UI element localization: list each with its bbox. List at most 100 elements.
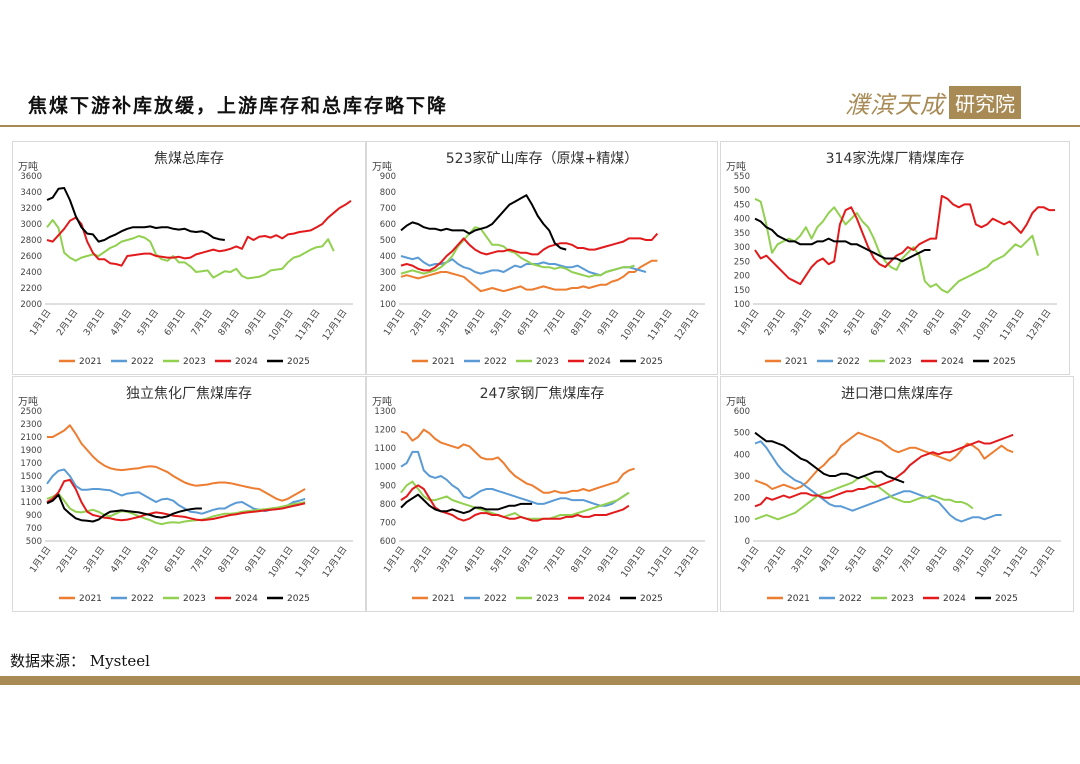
y-tick-label: 2200 [20, 284, 42, 294]
series-line-2024 [754, 194, 1055, 286]
x-tick-label: 12月1日 [1024, 307, 1053, 342]
series-line-2024 [754, 433, 1014, 508]
series-line-2021 [47, 424, 306, 502]
x-tick-label: 1月1日 [736, 544, 762, 574]
chart-title: 独立焦化厂焦煤库存 [126, 386, 252, 402]
x-tick-label: 9月1日 [951, 544, 977, 574]
y-tick-label: 350 [734, 229, 750, 239]
chart-title: 247家钢厂焦煤库存 [480, 385, 605, 402]
y-tick-label: 500 [380, 236, 396, 246]
y-tick-label: 2500 [20, 407, 42, 417]
x-tick-label: 5月1日 [843, 544, 869, 574]
logo-script-text: 濮滨天成 [845, 90, 945, 119]
y-tick-label: 2100 [20, 433, 42, 443]
x-tick-label: 7月1日 [542, 307, 568, 337]
y-tick-label: 600 [380, 220, 396, 230]
x-tick-label: 8月1日 [924, 544, 950, 574]
x-tick-label: 4月1日 [815, 307, 841, 337]
x-tick-label: 9月1日 [595, 544, 621, 574]
legend-label-2025: 2025 [640, 594, 663, 604]
y-tick-label: 1900 [20, 446, 42, 456]
y-tick-label: 1200 [374, 426, 396, 436]
series-line-2025 [754, 217, 931, 263]
x-tick-label: 1月1日 [382, 544, 408, 574]
chart-panel: 523家矿山库存（原煤+精煤） 万吨 100 200 300 400 500 600 700 80… [366, 141, 718, 375]
y-tick-label: 200 [734, 272, 750, 282]
series-line-2024 [46, 478, 306, 522]
y-unit-label: 万吨 [726, 395, 746, 408]
y-tick-label: 700 [26, 524, 42, 534]
legend-label-2022: 2022 [839, 594, 862, 604]
y-tick-label: 500 [734, 186, 750, 196]
y-tick-label: 550 [734, 172, 750, 182]
x-tick-label: 10月1日 [619, 544, 648, 579]
x-tick-label: 12月1日 [320, 307, 349, 342]
x-tick-label: 7月1日 [542, 544, 568, 574]
x-tick-label: 6月1日 [162, 544, 188, 574]
x-tick-label: 6月1日 [870, 544, 896, 574]
chart-panel: 247家钢厂焦煤库存 万吨 600 700 800 900 1000 1100 1200 1300… [366, 376, 718, 612]
x-tick-label: 2月1日 [408, 544, 434, 574]
x-tick-label: 11月1日 [646, 307, 675, 342]
x-tick-label: 10月1日 [266, 544, 295, 579]
y-tick-label: 450 [734, 200, 750, 210]
x-tick-label: 6月1日 [515, 307, 541, 337]
legend-label-2021: 2021 [785, 357, 808, 367]
x-tick-label: 2月1日 [54, 544, 80, 574]
x-tick-label: 3月1日 [81, 307, 107, 337]
legend-label-2025: 2025 [993, 357, 1016, 367]
x-tick-label: 11月1日 [293, 544, 322, 579]
x-tick-label: 4月1日 [462, 307, 488, 337]
y-tick-label: 300 [380, 268, 396, 278]
x-tick-label: 8月1日 [569, 307, 595, 337]
legend-label-2023: 2023 [536, 594, 559, 604]
x-tick-label: 11月1日 [646, 544, 675, 579]
x-tick-label: 11月1日 [1001, 544, 1030, 579]
series-line-2022 [754, 440, 1002, 523]
chart-panel: 进口港口焦煤库存 万吨 0 100 200 300 400 500 600 1月1日 2月1日 3月1… [720, 376, 1074, 612]
y-tick-label: 700 [380, 204, 396, 214]
chart-panel: 焦煤总库存 万吨 2000 2200 2400 2600 2800 3000 3200 3400 3… [12, 141, 366, 375]
legend-label-2025: 2025 [287, 594, 310, 604]
x-tick-label: 10月1日 [971, 307, 1000, 342]
x-tick-label: 1月1日 [28, 307, 54, 337]
series-line-2021 [400, 259, 658, 293]
x-tick-label: 6月1日 [515, 544, 541, 574]
x-tick-label: 2月1日 [408, 307, 434, 337]
legend-label-2021: 2021 [79, 594, 102, 604]
x-tick-label: 5月1日 [488, 544, 514, 574]
legend-label-2023: 2023 [183, 594, 206, 604]
x-tick-label: 1月1日 [28, 544, 54, 574]
y-tick-label: 1500 [20, 472, 42, 482]
y-tick-label: 900 [380, 172, 396, 182]
legend-label-2024: 2024 [588, 594, 611, 604]
legend-label-2024: 2024 [943, 594, 966, 604]
x-tick-label: 12月1日 [1028, 544, 1057, 579]
footer-rule [0, 676, 1080, 685]
y-tick-label: 2600 [20, 252, 42, 262]
legend-label-2022: 2022 [837, 357, 860, 367]
y-tick-label: 3400 [20, 188, 42, 198]
x-tick-label: 3月1日 [435, 307, 461, 337]
x-tick-label: 5月1日 [488, 307, 514, 337]
y-tick-label: 400 [734, 215, 750, 225]
x-tick-label: 10月1日 [974, 544, 1003, 579]
x-tick-label: 3月1日 [789, 544, 815, 574]
x-tick-label: 9月1日 [243, 544, 269, 574]
y-tick-label: 2000 [20, 300, 42, 310]
x-tick-label: 2月1日 [762, 307, 788, 337]
x-tick-label: 11月1日 [293, 307, 322, 342]
legend-label-2023: 2023 [889, 357, 912, 367]
series-line-2024 [46, 199, 352, 267]
legend-label-2023: 2023 [536, 357, 559, 367]
y-tick-label: 800 [380, 188, 396, 198]
x-tick-label: 10月1日 [266, 307, 295, 342]
series-line-2022 [46, 468, 306, 515]
x-tick-label: 4月1日 [108, 307, 134, 337]
y-tick-label: 900 [380, 481, 396, 491]
